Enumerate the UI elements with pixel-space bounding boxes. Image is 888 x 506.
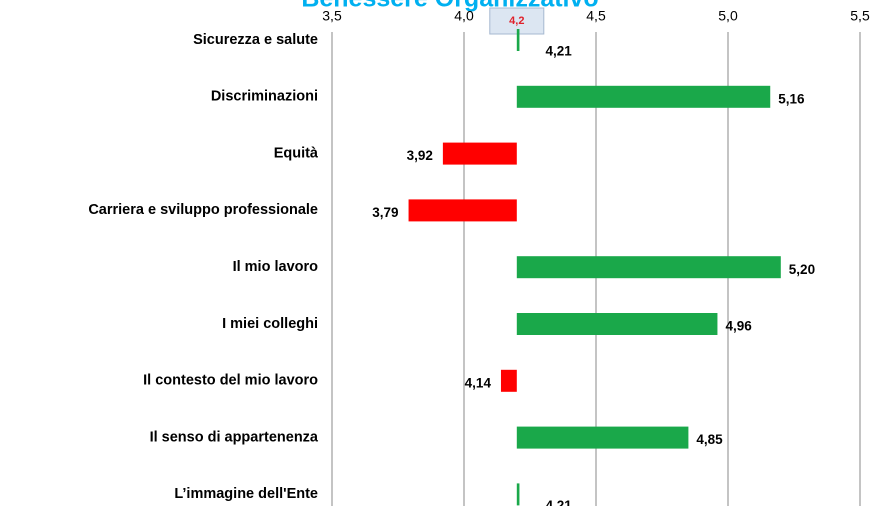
value-label: 4,21 [545,498,572,506]
category-label: Il senso di appartenenza [150,429,319,445]
x-tick-label: 5,5 [850,8,870,24]
category-label: Il contesto del mio lavoro [143,373,318,389]
category-label: Sicurezza e salute [193,32,318,48]
value-label: 3,92 [407,148,433,163]
baseline-label: 4,2 [509,15,524,27]
bar [516,256,781,279]
value-label: 3,79 [372,205,398,220]
value-label: 5,16 [778,91,805,106]
x-tick-label: 3,5 [322,8,342,24]
category-label: Il mio lavoro [233,259,319,275]
bar [516,483,520,506]
category-label: Equità [274,145,319,161]
bar [408,199,517,222]
value-label: 4,85 [696,432,723,447]
category-label: I miei colleghi [222,316,318,332]
value-label: 4,21 [545,44,572,59]
bar [442,142,517,165]
x-tick-label: 4,5 [586,8,606,24]
category-label: Carriera e sviluppo professionale [88,202,318,218]
bar [500,369,517,392]
category-label: Discriminazioni [211,89,318,105]
value-label: 4,96 [725,319,752,334]
bar [516,29,520,51]
value-label: 4,14 [465,375,492,390]
chart-title: Benessere Organizzativo [301,0,598,13]
bar [516,85,771,108]
bar [516,426,689,449]
category-label: L’immagine dell'Ente [174,486,318,502]
x-tick-label: 4,0 [454,8,474,24]
bar [516,313,718,335]
x-tick-label: 5,0 [718,8,738,24]
value-label: 5,20 [789,262,815,277]
